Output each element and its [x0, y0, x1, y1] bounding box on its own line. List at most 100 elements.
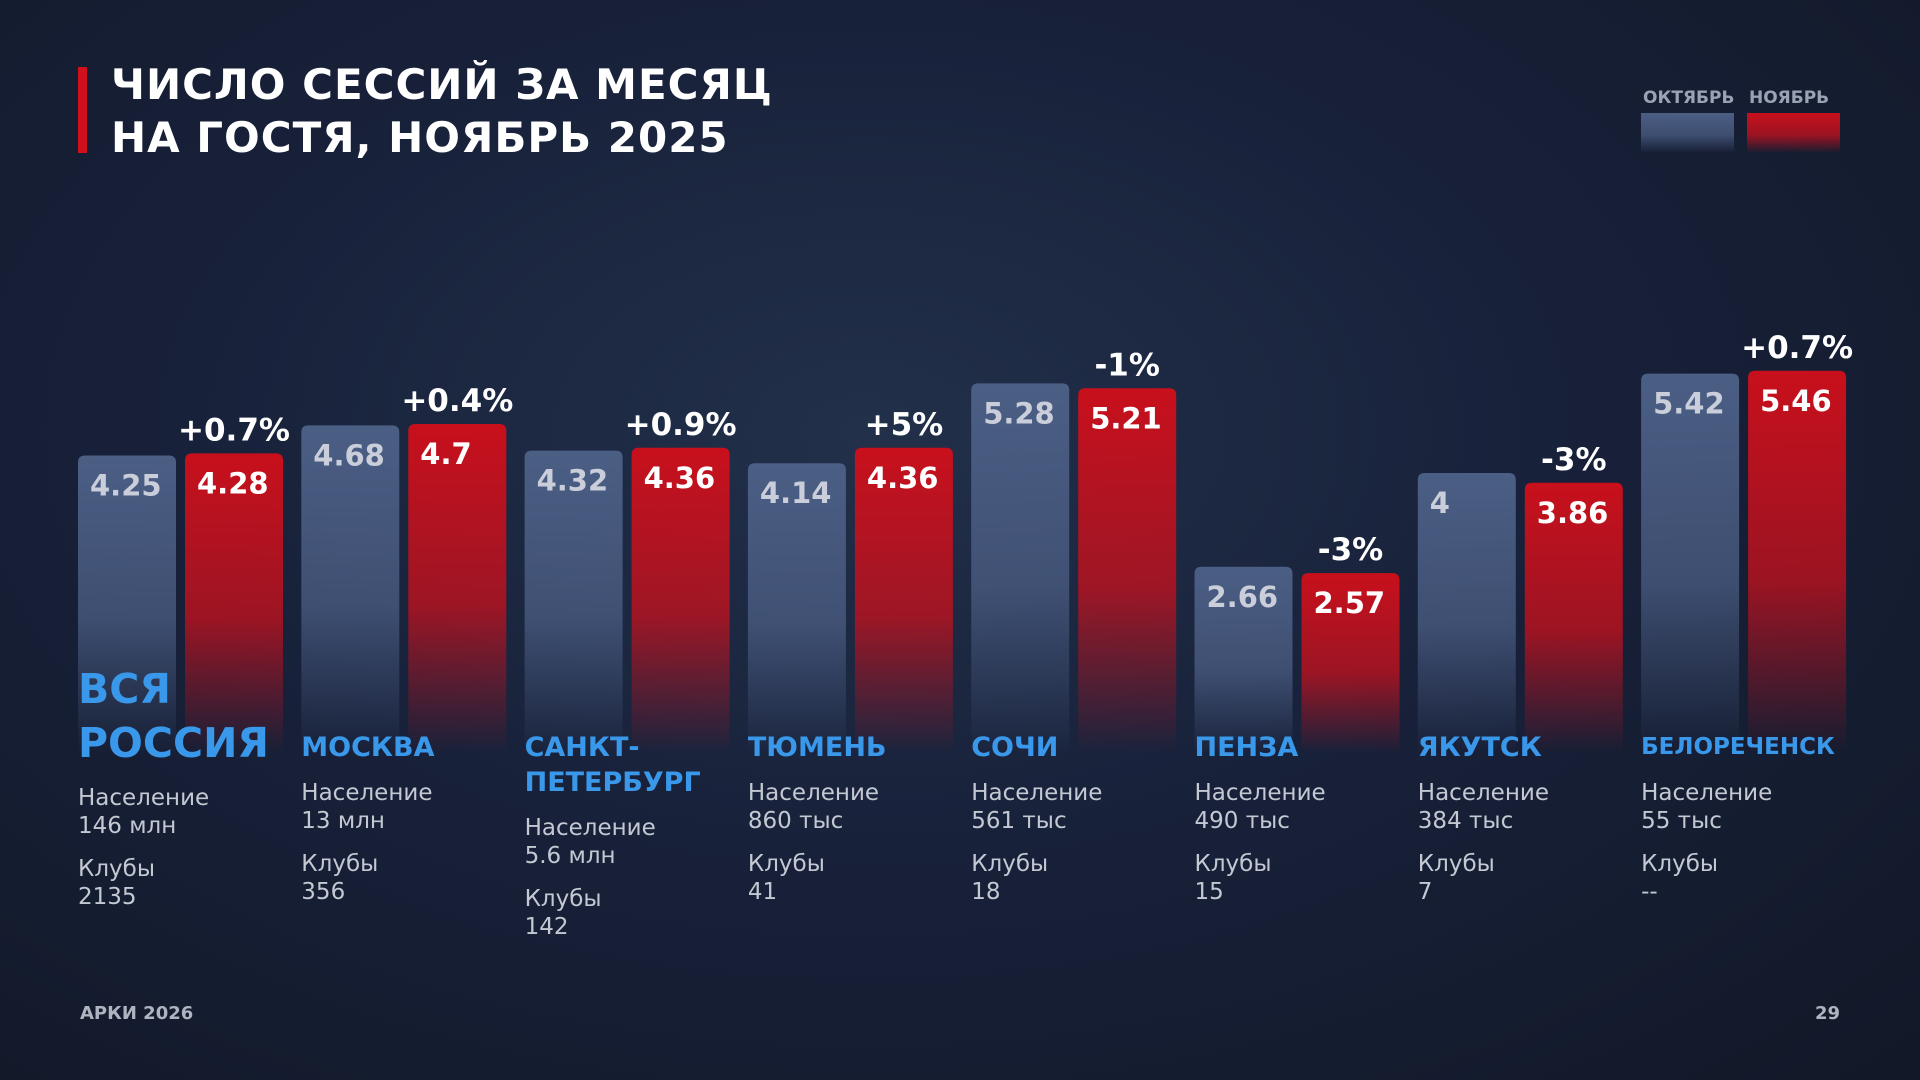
population-value: 55 тыс: [1641, 808, 1722, 834]
population-value: 384 тыс: [1417, 808, 1514, 834]
change-label: -3%: [1541, 442, 1607, 478]
clubs-value: 142: [524, 914, 569, 940]
city-name: ТЮМЕНЬ: [747, 732, 887, 763]
population: Население 561 тыс: [971, 779, 1186, 835]
city-column: СОЧИ Население 561 тыс Клубы 18: [971, 730, 1186, 906]
bar: [1194, 566, 1293, 753]
change-label: +0.7%: [178, 412, 290, 448]
clubs-value: 356: [301, 879, 346, 905]
population-value: 5.6 млн: [524, 843, 616, 869]
clubs-value: 2135: [78, 884, 137, 910]
value-label: 4.36: [644, 461, 716, 495]
value-label: 4.36: [867, 461, 939, 495]
clubs-label: Клубы: [524, 886, 602, 912]
clubs: Клубы 7: [1418, 850, 1633, 906]
city-name: БЕЛОРЕЧЕНСК: [1641, 734, 1835, 760]
population-value: 13 млн: [301, 808, 385, 834]
title-line: ЧИСЛО СЕССИЙ ЗА МЕСЯЦ: [111, 60, 773, 109]
clubs: Клубы 142: [525, 885, 740, 941]
clubs-label: Клубы: [1194, 851, 1272, 877]
city-name: САНКТ-ПЕТЕРБУРГ: [524, 732, 701, 798]
value-label: 5.28: [983, 396, 1055, 430]
population-label: Население: [524, 815, 656, 841]
population: Население 13 млн: [301, 779, 516, 835]
population: Население 55 тыс: [1641, 779, 1856, 835]
clubs-label: Клубы: [1641, 851, 1719, 877]
clubs: Клубы --: [1641, 850, 1856, 906]
value-label: 3.86: [1537, 496, 1609, 530]
population-label: Население: [301, 780, 433, 806]
bar: [524, 450, 623, 753]
clubs: Клубы 356: [301, 850, 516, 906]
city-name: СОЧИ: [971, 732, 1059, 763]
legend-label: ОКТЯБРЬ: [1643, 88, 1735, 108]
clubs-label: Клубы: [971, 851, 1049, 877]
city-column: САНКТ-ПЕТЕРБУРГ Население 5.6 млн Клубы 142: [525, 730, 740, 941]
clubs-value: 15: [1194, 879, 1224, 905]
city-name: ПЕНЗА: [1194, 732, 1299, 763]
clubs-label: Клубы: [78, 856, 155, 882]
population: Население 384 тыс: [1418, 779, 1633, 835]
population: Население 5.6 млн: [525, 814, 740, 870]
bar: [408, 424, 507, 753]
clubs: Клубы 15: [1195, 850, 1410, 906]
legend-swatch: [1747, 113, 1840, 153]
value-label: 5.21: [1090, 401, 1162, 435]
city-column: БЕЛОРЕЧЕНСК Население 55 тыс Клубы --: [1641, 730, 1856, 906]
bar: [1078, 388, 1177, 753]
bar: [971, 383, 1070, 753]
population-label: Население: [1641, 780, 1773, 806]
change-label: +5%: [865, 407, 944, 443]
value-label: 4.28: [197, 466, 269, 500]
population: Население 860 тыс: [748, 779, 963, 835]
value-label: 2.57: [1314, 586, 1386, 620]
population: Население 490 тыс: [1195, 779, 1410, 835]
value-label: 4.14: [760, 476, 832, 510]
change-label: -1%: [1094, 347, 1160, 383]
population-label: Население: [971, 780, 1103, 806]
legend-swatch: [1641, 113, 1734, 153]
city-column: ЯКУТСК Население 384 тыс Клубы 7: [1418, 730, 1633, 906]
footer: АРКИ 2026: [80, 1003, 194, 1024]
bar: [1417, 473, 1516, 753]
bar: [78, 455, 176, 753]
bar: [301, 425, 400, 753]
population-label: Население: [78, 785, 210, 811]
page-number: 29: [1814, 1003, 1840, 1024]
change-label: +0.9%: [625, 407, 737, 443]
value-label: 4.25: [90, 469, 162, 503]
bar: [854, 447, 953, 753]
city-column: ВСЯ РОССИЯ Население 146 млн Клубы 2135: [78, 662, 293, 911]
bar: [1301, 573, 1400, 753]
city-column: МОСКВА Население 13 млн Клубы 356: [301, 730, 516, 906]
title-accent: [78, 67, 87, 153]
city-name: МОСКВА: [301, 732, 435, 763]
bar: [747, 463, 846, 753]
bar: [1524, 482, 1623, 753]
legend-label: НОЯБРЬ: [1749, 88, 1830, 108]
clubs-label: Клубы: [1417, 851, 1495, 877]
bar: [631, 447, 730, 753]
city-column: ПЕНЗА Население 490 тыс Клубы 15: [1195, 730, 1410, 906]
clubs: Клубы 2135: [78, 855, 293, 911]
clubs-label: Клубы: [747, 851, 825, 877]
bar: [1641, 373, 1740, 753]
clubs-value: --: [1641, 879, 1658, 905]
city-name: ВСЯ РОССИЯ: [78, 665, 269, 767]
city-name: ЯКУТСК: [1417, 732, 1542, 763]
clubs-value: 18: [971, 879, 1001, 905]
change-label: +0.7%: [1741, 330, 1853, 366]
population-label: Население: [1417, 780, 1549, 806]
clubs-label: Клубы: [301, 851, 379, 877]
title-line: НА ГОСТЯ, НОЯБРЬ 2025: [111, 113, 729, 162]
value-label: 4.68: [313, 438, 385, 472]
population-value: 490 тыс: [1194, 808, 1290, 834]
clubs-value: 41: [747, 879, 778, 905]
value-label: 4.32: [537, 464, 609, 498]
population-label: Население: [1194, 780, 1326, 806]
value-label: 4: [1430, 486, 1450, 520]
value-label: 4.7: [420, 437, 471, 471]
value-label: 5.46: [1760, 384, 1832, 418]
clubs: Клубы 18: [971, 850, 1186, 906]
